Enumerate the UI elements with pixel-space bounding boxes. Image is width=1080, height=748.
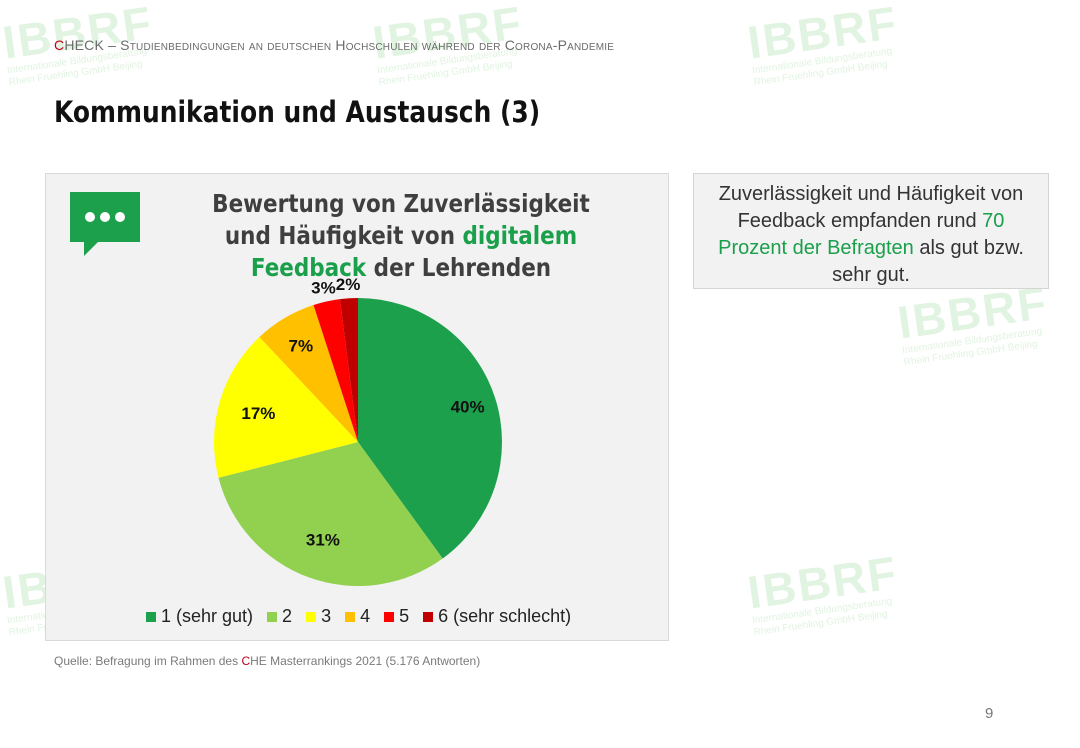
header-brand-letter: C — [54, 37, 65, 53]
legend-label: 4 — [360, 606, 371, 626]
pie-chart: 40% 31% 17% 7% 3% 2% — [213, 275, 503, 587]
pie-slice-5 — [313, 299, 358, 442]
speech-bubble-icon — [70, 192, 140, 256]
chart-panel: Bewertung von Zuverlässigkeit und Häufig… — [45, 173, 669, 641]
pie-label-6: 2% — [336, 275, 361, 294]
page-number: 9 — [985, 705, 994, 722]
legend-swatch — [306, 611, 317, 622]
legend-item-6: 6 (sehr schlecht) — [423, 606, 571, 627]
legend-swatch — [146, 611, 156, 622]
source-note: Quelle: Befragung im Rahmen des CHE Mast… — [54, 654, 481, 668]
pie-slice-4 — [259, 305, 358, 442]
legend-swatch — [423, 611, 434, 622]
slide-header: CHECK – Studienbedingungen an deutschen … — [54, 37, 614, 53]
legend-swatch — [267, 611, 278, 622]
callout-box: Zuverlässigkeit und Häufigkeit von Feedb… — [693, 173, 1049, 289]
legend-swatch — [345, 611, 356, 622]
legend-item-5: 5 — [384, 606, 409, 627]
legend-label: 2 — [282, 606, 293, 626]
legend-label: 6 (sehr schlecht) — [438, 606, 572, 626]
legend-item-2: 2 — [267, 606, 292, 627]
legend-label: 5 — [399, 606, 410, 626]
pie-slice-1 — [358, 298, 503, 559]
pie-label-4: 7% — [289, 336, 314, 355]
chart-legend: 1 (sehr gut) 2 3 4 5 6 (sehr schlecht) — [146, 606, 571, 627]
pie-label-5: 3% — [311, 278, 336, 297]
header-brand-rest: HECK — [64, 37, 105, 53]
pie-slice-3 — [213, 337, 358, 478]
legend-label: 1 (sehr gut) — [161, 606, 254, 626]
pie-label-3: 17% — [241, 404, 275, 423]
legend-label: 3 — [321, 606, 332, 626]
legend-item-1: 1 (sehr gut) — [146, 606, 253, 627]
legend-item-4: 4 — [345, 606, 370, 627]
legend-swatch — [384, 611, 395, 622]
legend-item-3: 3 — [306, 606, 331, 627]
pie-slice-2 — [218, 442, 443, 587]
slide-title: Kommunikation und Austausch (3) — [54, 95, 541, 129]
header-subtitle: – Studienbedingungen an deutschen Hochsc… — [104, 37, 615, 53]
pie-label-2: 31% — [306, 531, 340, 550]
chart-title: Bewertung von Zuverlässigkeit und Häufig… — [212, 189, 590, 282]
pie-label-1: 40% — [451, 397, 485, 416]
pie-slice-6 — [339, 298, 358, 442]
